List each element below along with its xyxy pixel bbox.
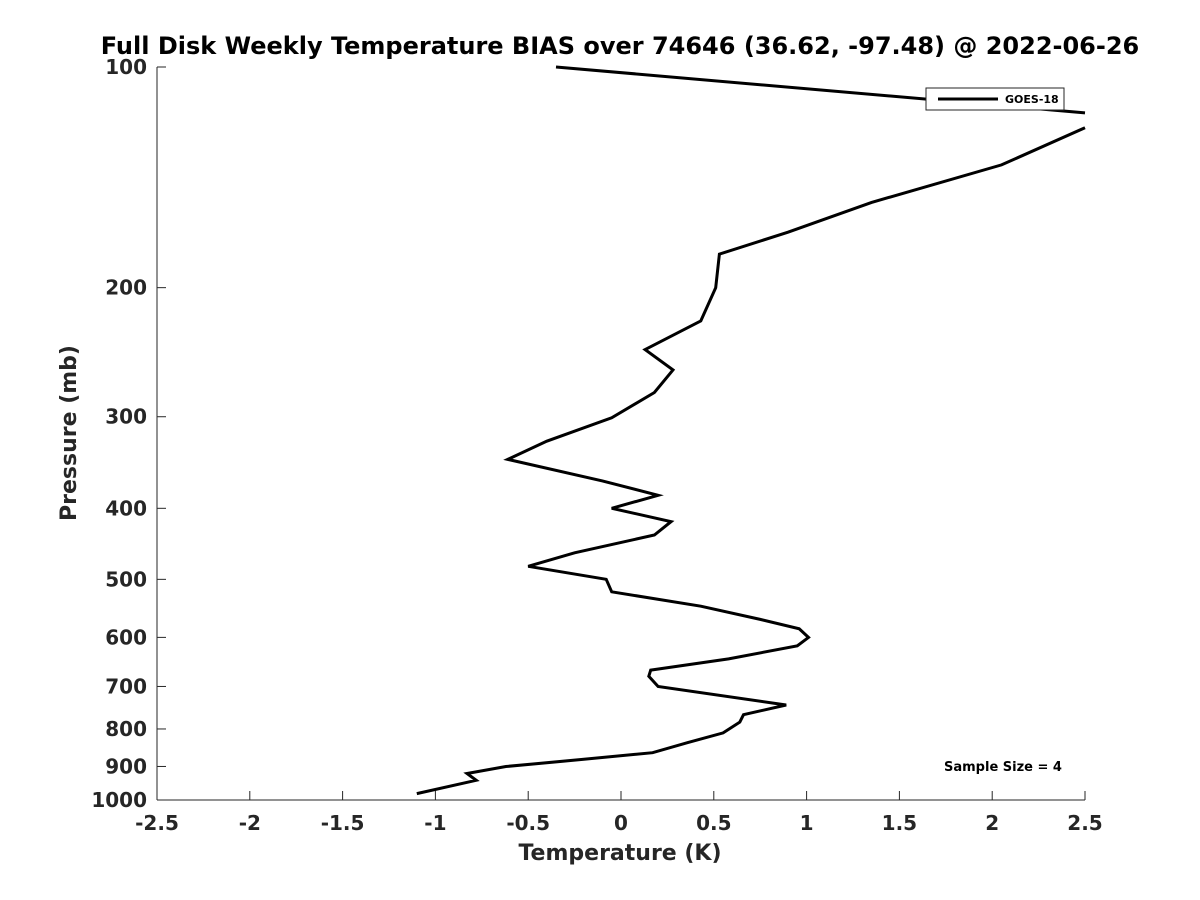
x-tick-label: 2 <box>985 811 999 835</box>
chart-title: Full Disk Weekly Temperature BIAS over 7… <box>101 32 1140 60</box>
y-tick-label: 200 <box>105 276 147 300</box>
y-axis-label: Pressure (mb) <box>57 345 82 521</box>
y-tick-label: 700 <box>105 674 147 698</box>
x-tick-label: 1 <box>800 811 814 835</box>
x-tick-label: 0 <box>614 811 628 835</box>
y-tick-label: 300 <box>105 405 147 429</box>
y-tick-label: 600 <box>105 625 147 649</box>
legend: GOES-18 <box>925 87 1065 111</box>
y-tick-label: 500 <box>105 567 147 591</box>
y-tick-label: 400 <box>105 496 147 520</box>
x-tick-label: -2.5 <box>135 811 179 835</box>
y-tick-label: 1000 <box>91 788 147 812</box>
y-tick-label: 100 <box>105 55 147 79</box>
x-tick-label: 0.5 <box>696 811 731 835</box>
x-tick-label: -0.5 <box>506 811 550 835</box>
sample-size-annotation: Sample Size = 4 <box>944 760 1062 775</box>
x-tick-label: -1.5 <box>321 811 365 835</box>
x-tick-label: -2 <box>239 811 261 835</box>
x-tick-label: -1 <box>424 811 446 835</box>
x-axis-label: Temperature (K) <box>518 841 721 866</box>
series-line-goes-18 <box>416 126 1086 796</box>
x-tick-label: 2.5 <box>1067 811 1102 835</box>
plot-area: -2.5 -2 -1.5 -1 -0.5 0 0.5 1 1.5 2 2.5 100 200 300 400… <box>91 55 1102 835</box>
y-tick-label: 800 <box>105 717 147 741</box>
legend-label-goes-18: GOES-18 <box>1005 93 1059 106</box>
x-tick-label: 1.5 <box>882 811 917 835</box>
y-tick-label: 900 <box>105 754 147 778</box>
